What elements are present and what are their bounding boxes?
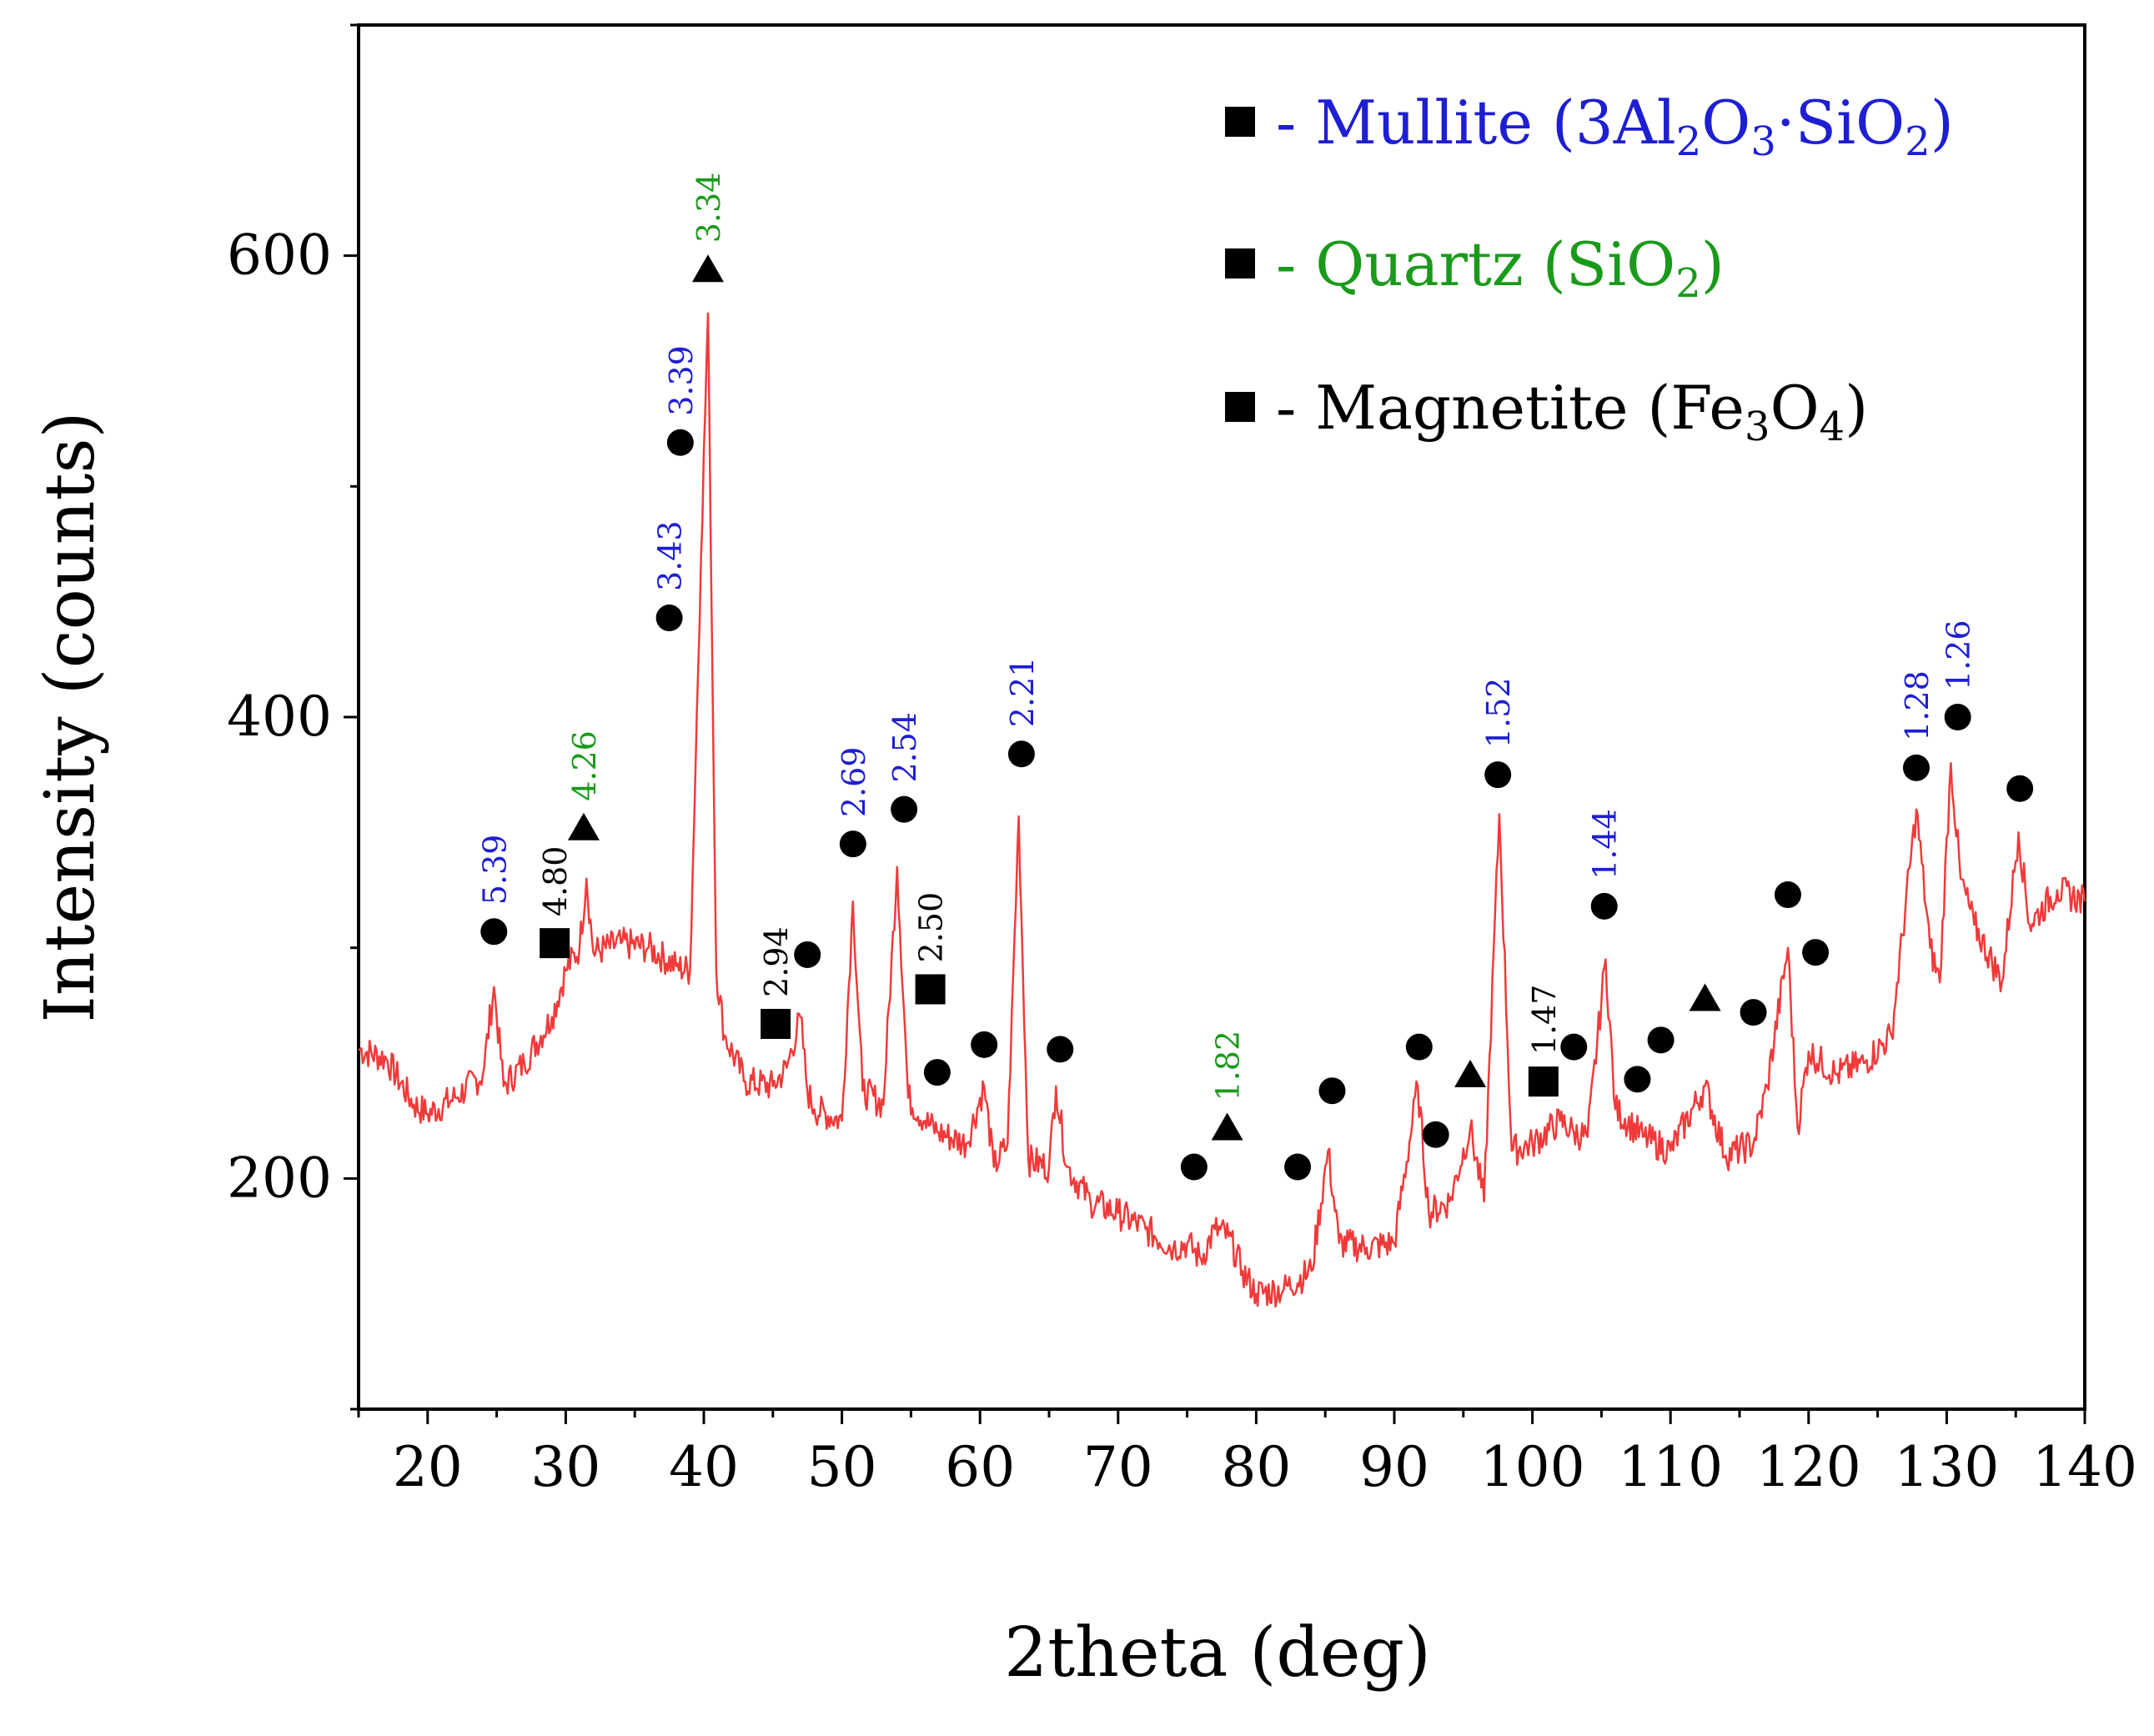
mullite-marker bbox=[839, 830, 866, 858]
mullite-marker bbox=[480, 918, 508, 946]
mullite-marker bbox=[1647, 1026, 1674, 1054]
x-tick-label: 100 bbox=[1480, 1435, 1585, 1499]
magnetite-marker bbox=[761, 1008, 791, 1039]
x-tick-label: 130 bbox=[1894, 1435, 1999, 1499]
mullite-marker bbox=[971, 1031, 998, 1058]
xrd-series-line bbox=[358, 312, 2086, 1308]
x-tick-label: 110 bbox=[1618, 1435, 1723, 1499]
x-axis-title: 2theta (deg) bbox=[1004, 1613, 1431, 1693]
mullite-marker bbox=[1944, 704, 1971, 730]
peak-d-spacing-label: 3.43 bbox=[652, 520, 689, 591]
x-tick-label: 20 bbox=[393, 1435, 463, 1499]
peak-d-spacing-label: 3.39 bbox=[663, 345, 700, 416]
peak-d-spacing-label: 1.47 bbox=[1526, 985, 1563, 1056]
y-tick-label: 400 bbox=[227, 685, 332, 749]
peak-d-spacing-label: 1.82 bbox=[1210, 1031, 1247, 1101]
x-tick-label: 80 bbox=[1221, 1435, 1291, 1499]
peak-d-spacing-label: 4.26 bbox=[566, 730, 603, 801]
x-tick-label: 60 bbox=[945, 1435, 1015, 1499]
markers-layer: 5.39 4.80 4.26 3.43 3.39 3.34 2.94 2.69 2.54 2.50… bbox=[476, 173, 2034, 1181]
peak-d-spacing-label: 2.94 bbox=[758, 926, 795, 997]
mullite-marker bbox=[666, 429, 694, 456]
mullite-marker bbox=[923, 1059, 951, 1086]
y-axis-title: Intensity (counts) bbox=[31, 411, 110, 1022]
peak-d-spacing-label: 2.50 bbox=[913, 892, 950, 963]
magnetite-marker bbox=[1225, 248, 1255, 278]
peak-d-spacing-label: 2.69 bbox=[836, 747, 872, 818]
mullite-marker bbox=[1318, 1077, 1346, 1105]
peak-d-spacing-label: 1.52 bbox=[1480, 678, 1517, 749]
mullite-marker bbox=[1284, 1153, 1312, 1181]
mullite-marker bbox=[1774, 881, 1801, 909]
quartz-marker bbox=[567, 812, 600, 840]
mullite-marker bbox=[1484, 761, 1512, 789]
legend-entry-triangle: - Quartz (SiO2) bbox=[1276, 229, 1725, 307]
mullite-marker bbox=[1590, 892, 1618, 920]
peak-d-spacing-label: 5.39 bbox=[476, 835, 513, 906]
plot-frame bbox=[357, 23, 2086, 1411]
mullite-marker bbox=[1740, 999, 1767, 1026]
y-tick-label: 200 bbox=[227, 1146, 332, 1210]
magnetite-marker bbox=[915, 974, 946, 1005]
y-tick-label: 600 bbox=[227, 223, 332, 288]
x-tick-label: 70 bbox=[1083, 1435, 1153, 1499]
mullite-marker bbox=[1422, 1121, 1449, 1148]
magnetite-marker bbox=[1528, 1066, 1559, 1097]
mullite-marker bbox=[1624, 1066, 1651, 1093]
quartz-marker bbox=[1211, 1112, 1243, 1141]
peak-d-spacing-label: 2.21 bbox=[1004, 657, 1041, 728]
mullite-marker bbox=[2006, 775, 2034, 802]
x-tick-label: 90 bbox=[1359, 1435, 1429, 1499]
x-tick-label: 140 bbox=[2032, 1435, 2137, 1499]
quartz-marker bbox=[1454, 1059, 1487, 1087]
axes: 20 30 40 50 60 70 80 90 100 110 120 130 140 200 400 600 bbox=[227, 23, 2137, 1499]
mullite-marker bbox=[1007, 740, 1035, 768]
mullite-marker bbox=[655, 605, 683, 632]
x-tick-label: 30 bbox=[530, 1435, 600, 1499]
legend-entry-circle: - Mullite (3Al2O3·SiO2) bbox=[1276, 88, 1954, 165]
mullite-marker bbox=[891, 795, 918, 823]
legend-entry-square: - Magnetite (Fe3O4) bbox=[1276, 373, 1868, 450]
mullite-marker bbox=[1047, 1036, 1074, 1063]
legend: - Mullite (3Al2O3·SiO2) - Quartz (SiO2) - … bbox=[1225, 88, 1954, 450]
x-tick-label: 40 bbox=[669, 1435, 739, 1499]
mullite-marker bbox=[794, 941, 821, 968]
quartz-marker bbox=[691, 254, 724, 283]
mullite-marker bbox=[1560, 1033, 1588, 1061]
quartz-marker bbox=[1689, 983, 1721, 1011]
peak-d-spacing-label: 1.28 bbox=[1899, 670, 1936, 741]
magnetite-marker bbox=[1225, 392, 1255, 422]
peak-d-spacing-label: 3.34 bbox=[690, 173, 727, 243]
peak-d-spacing-label: 4.80 bbox=[537, 846, 574, 917]
magnetite-marker bbox=[1225, 107, 1255, 137]
x-tick-label: 120 bbox=[1756, 1435, 1861, 1499]
curve-layer bbox=[358, 312, 2086, 1308]
peak-d-spacing-label: 1.44 bbox=[1587, 809, 1624, 880]
peak-d-spacing-label: 1.26 bbox=[1941, 620, 1977, 690]
mullite-marker bbox=[1405, 1033, 1433, 1061]
peak-d-spacing-label: 2.54 bbox=[886, 712, 923, 783]
mullite-marker bbox=[1902, 754, 1930, 781]
mullite-marker bbox=[1802, 939, 1830, 966]
mullite-marker bbox=[1180, 1153, 1208, 1181]
magnetite-marker bbox=[540, 928, 570, 959]
x-tick-label: 50 bbox=[807, 1435, 877, 1499]
